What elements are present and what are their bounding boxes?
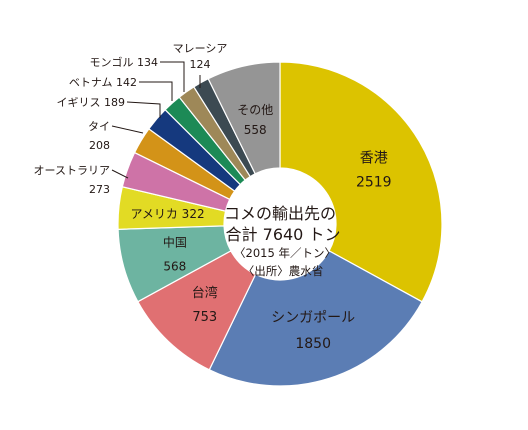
leader-line-9 <box>160 61 185 92</box>
leader-line-6 <box>111 125 144 134</box>
center-title-line1: コメの輸出先の <box>224 204 336 223</box>
slice-value-11: 558 <box>244 123 267 137</box>
slice-label-10: マレーシア <box>173 42 228 55</box>
center-caption: コメの輸出先の 合計 7640 トン 〈2015 年／トン〉 〈出所〉農水省 <box>224 204 340 278</box>
leader-line-5 <box>111 169 129 179</box>
slice-value-5: 273 <box>89 183 110 196</box>
donut-slices <box>117 61 443 387</box>
slice-value-3: 568 <box>163 260 186 274</box>
slice-label-11: その他 <box>237 103 273 117</box>
center-title-line2: 合計 7640 トン <box>226 225 341 244</box>
slice-label-4: アメリカ 322 <box>130 207 204 221</box>
donut-hole <box>224 168 336 280</box>
slice-label-7: イギリス 189 <box>57 96 126 109</box>
leader-lines <box>111 61 201 179</box>
slice-label-1: シンガポール <box>271 310 355 326</box>
slice-value-0: 2519 <box>356 174 392 190</box>
slice-label-8: ベトナム 142 <box>69 76 137 89</box>
center-source: 〈出所〉農水省 <box>243 264 324 278</box>
slice-label-9: モンゴル 134 <box>90 55 159 69</box>
slice-label-2: 台湾 <box>192 285 218 301</box>
slice-labels: 香港 2519 シンガポール 1850 台湾 753 中国 568 アメリカ 322 オーストラリ… <box>34 42 392 352</box>
slice-value-1: 1850 <box>295 336 331 352</box>
leader-line-7 <box>126 101 161 118</box>
center-unit-note: 〈2015 年／トン〉 <box>234 246 336 260</box>
slice-value-2: 753 <box>192 310 217 325</box>
slice-value-6: 208 <box>89 139 110 152</box>
slice-value-10: 124 <box>190 58 211 71</box>
slice-label-0: 香港 <box>360 150 388 166</box>
slice-label-3: 中国 <box>163 235 187 250</box>
slice-label-6: タイ <box>88 120 110 133</box>
leader-line-8 <box>139 81 173 101</box>
slice-label-5: オーストラリア <box>34 164 110 177</box>
